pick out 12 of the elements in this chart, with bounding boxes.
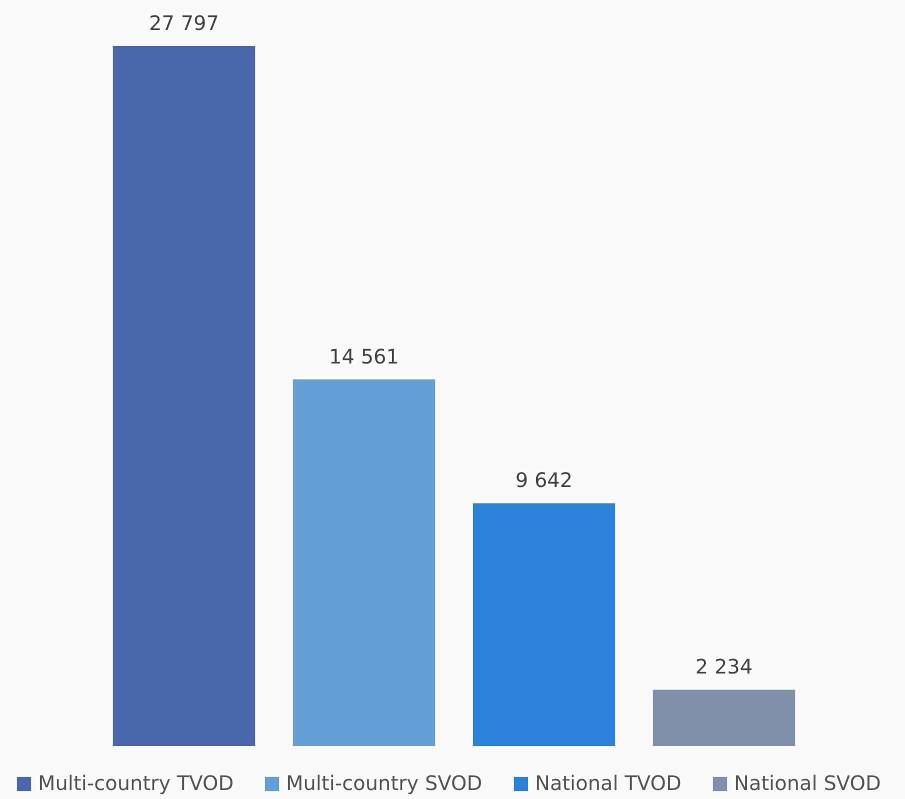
- bar: [652, 690, 796, 746]
- bar: [292, 379, 436, 746]
- legend-label: National SVOD: [734, 771, 881, 795]
- bar: [112, 46, 256, 746]
- legend-label: Multi-country SVOD: [286, 771, 482, 795]
- data-label: 27 797: [149, 11, 219, 35]
- data-label: 14 561: [329, 344, 399, 368]
- data-label: 9 642: [515, 468, 573, 492]
- bar: [472, 503, 616, 746]
- legend-label: Multi-country TVOD: [38, 771, 234, 795]
- data-label: 2 234: [695, 654, 753, 679]
- legend-label: National TVOD: [535, 771, 682, 795]
